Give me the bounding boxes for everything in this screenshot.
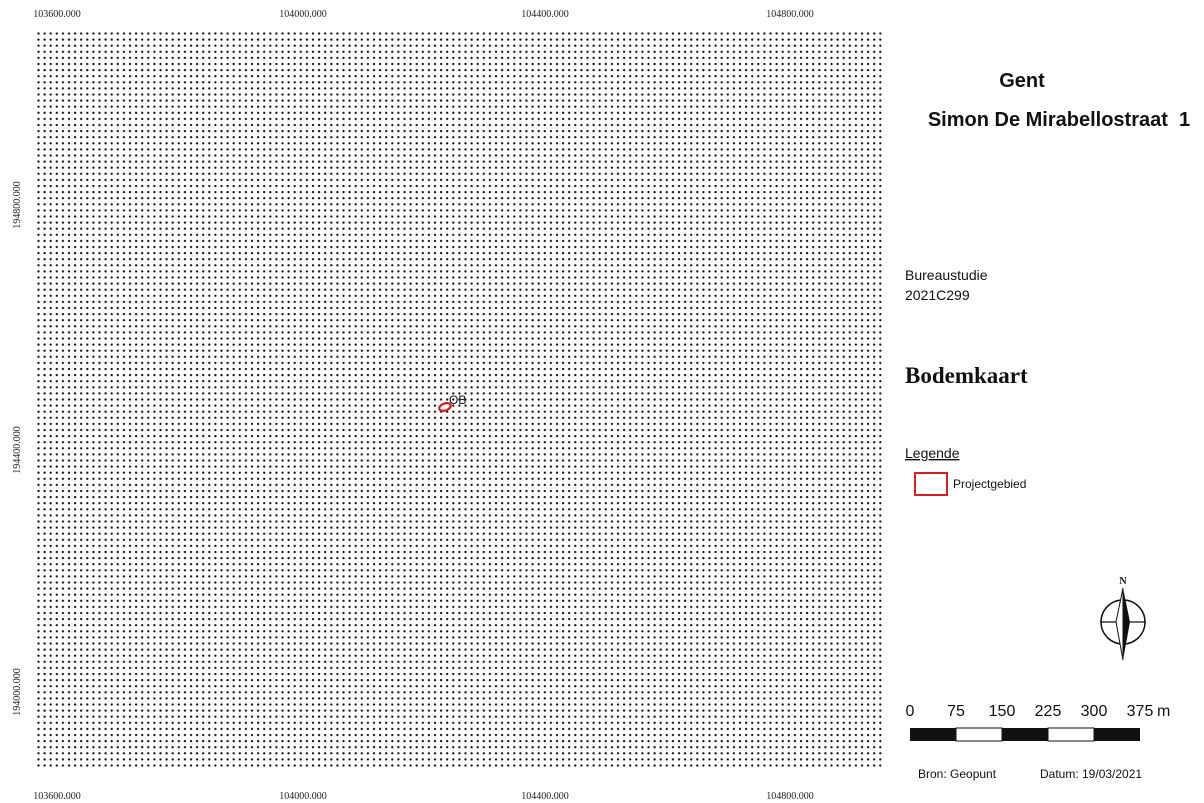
coord-label: 104000.000 (279, 9, 327, 20)
coord-label: 104400.000 (521, 9, 569, 20)
map-title: Bodemkaart (905, 363, 1028, 388)
scale-label: 75 (947, 703, 965, 720)
city: Gent (999, 70, 1045, 92)
scale-label: 0 (906, 703, 915, 720)
coord-label: 194400.000 (12, 426, 23, 474)
project-area (438, 402, 452, 412)
scale-label: 375 (1127, 703, 1154, 720)
north-label: N (1119, 576, 1127, 587)
date: Datum: 19/03/2021 (1040, 767, 1142, 781)
soil-map (35, 30, 885, 770)
scale-label: 300 (1081, 703, 1108, 720)
coord-label: 104800.000 (766, 9, 814, 20)
feature-label: OB (449, 393, 466, 407)
scale-label: 225 (1035, 703, 1062, 720)
scale-label: 150 (989, 703, 1016, 720)
coord-label: 103600.000 (33, 791, 81, 802)
coord-label: 104400.000 (521, 791, 569, 802)
coord-label: 103600.000 (33, 9, 81, 20)
coord-label: 104000.000 (279, 791, 327, 802)
legend-item: Projectgebied (953, 477, 1026, 491)
legend-swatch (914, 472, 948, 496)
coord-label: 194000.000 (12, 668, 23, 716)
study-code: 2021C299 (905, 287, 970, 303)
study: Bureaustudie (905, 267, 988, 283)
coord-label: 194800.000 (12, 181, 23, 229)
source: Bron: Geopunt (918, 767, 997, 781)
legend-title: Legende (905, 445, 960, 461)
scale-unit: m (1157, 703, 1170, 720)
scale-bar (910, 727, 1140, 742)
north-arrow: N (1100, 576, 1146, 661)
coord-label: 104800.000 (766, 791, 814, 802)
address: Simon De Mirabellostraat 1 (928, 109, 1190, 131)
